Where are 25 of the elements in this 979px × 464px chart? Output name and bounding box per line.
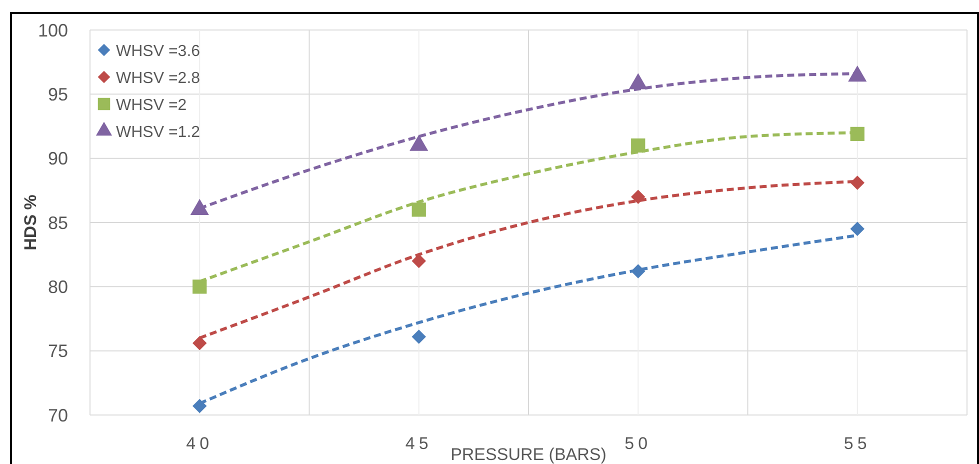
point	[850, 222, 865, 236]
y-tick-label: 70	[48, 405, 68, 426]
point	[850, 176, 865, 190]
legend-label: WHSV =2	[116, 97, 187, 114]
point	[192, 280, 207, 294]
legend-label: WHSV =3.6	[116, 43, 200, 60]
point	[412, 254, 426, 268]
x-tick-label: 55	[844, 434, 871, 453]
y-tick-label: 100	[38, 20, 68, 40]
x-axis-title: PRESSURE (BARS)	[450, 445, 606, 464]
x-tick-label: 45	[405, 434, 432, 453]
point	[630, 190, 646, 204]
y-tick-label: 75	[48, 341, 68, 362]
point	[192, 336, 207, 350]
point	[412, 330, 426, 344]
y-axis-title: HDS %	[21, 194, 40, 250]
y-tick-label: 80	[48, 276, 68, 297]
y-tick-label: 95	[48, 84, 68, 104]
x-tick-label: 40	[186, 434, 214, 453]
y-tick-label: 85	[48, 212, 68, 233]
legend-label: WHSV =1.2	[116, 124, 200, 141]
x-tick-label: 50	[624, 434, 652, 453]
y-tick-label: 90	[48, 148, 68, 169]
point	[412, 202, 426, 217]
legend-label: WHSV =2.8	[116, 70, 200, 87]
